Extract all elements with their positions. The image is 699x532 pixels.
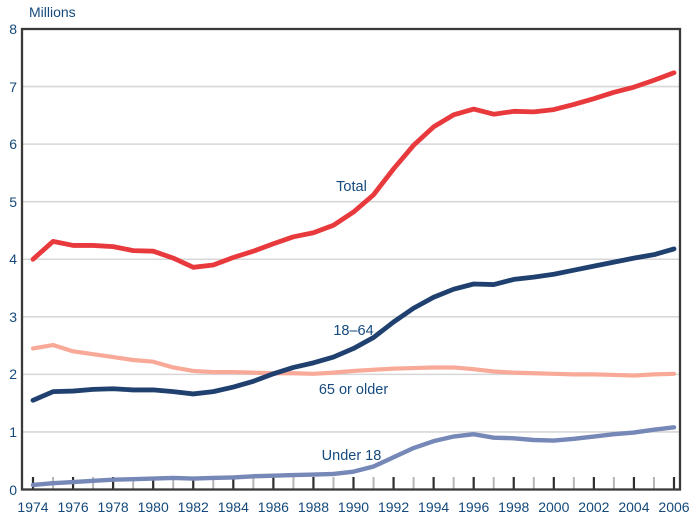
y-axis-tick-label: 5 (9, 193, 17, 210)
x-axis-tick-label: 1982 (177, 499, 209, 515)
y-axis-tick-label: 3 (9, 308, 17, 325)
y-axis-unit-label: Millions (29, 4, 76, 20)
x-axis-tick-label: 2004 (618, 499, 650, 515)
x-axis-tick-label: 1994 (418, 499, 450, 515)
y-axis-tick-label: 8 (9, 21, 17, 37)
x-axis-tick-label: 1980 (137, 499, 169, 515)
series-line-under-18 (30, 425, 677, 488)
x-axis-tick-label: 1990 (337, 499, 370, 515)
y-axis-tick-label: 0 (9, 481, 17, 498)
y-axis-tick-label: 2 (9, 366, 17, 383)
x-axis-tick-label: 1992 (377, 499, 410, 515)
x-axis-tick-label: 1976 (57, 499, 89, 515)
y-axis-tick-label: 7 (9, 78, 17, 95)
x-axis-tick-label: 1984 (217, 499, 249, 515)
x-axis-tick-label: 1974 (17, 499, 49, 515)
y-axis-tick-label: 4 (9, 251, 17, 268)
series-line-total (30, 70, 677, 270)
plot-border (20, 27, 682, 491)
x-axis-tick-label: 1986 (257, 499, 289, 515)
series-label-18-64: 18–64 (333, 323, 374, 340)
series-label-under-18: Under 18 (321, 448, 382, 465)
y-axis-tick-label: 1 (9, 423, 17, 440)
x-axis-tick-label: 1996 (458, 499, 490, 515)
x-axis-tick-label: 1998 (498, 499, 530, 515)
x-axis-tick-label: 2002 (578, 499, 610, 515)
series-label-total: Total (336, 178, 367, 195)
y-axis-tick-label: 6 (9, 136, 17, 153)
x-axis-tick-label: 1978 (97, 499, 129, 515)
x-axis-tick-label: 1988 (297, 499, 330, 515)
series-line-18-64 (30, 246, 677, 403)
series-label-65-or-older: 65 or older (318, 381, 389, 398)
x-axis-tick-label: 2000 (538, 499, 570, 515)
series-line-65-or-older (30, 342, 677, 378)
x-axis-tick-label: 2006 (658, 499, 690, 515)
